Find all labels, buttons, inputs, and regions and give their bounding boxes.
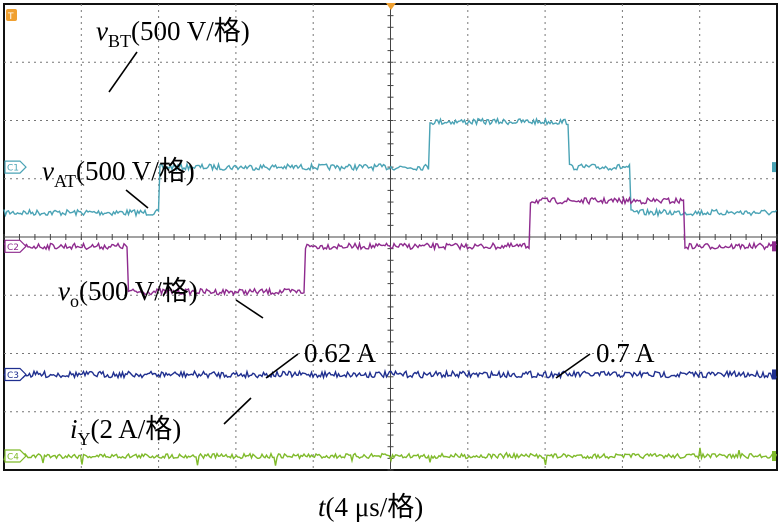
trigger-level-badge — [6, 9, 17, 21]
label-vo: vo(500 V/格) — [58, 276, 198, 311]
label-vat-sub: AT — [54, 171, 76, 191]
leader-iy — [223, 397, 252, 425]
leader-vbt — [108, 51, 138, 93]
channel-marker-shape — [4, 449, 27, 463]
scope-screen: C1 C2 C3 C4 T — [3, 3, 778, 471]
trigger-marker: T — [6, 3, 396, 22]
leader-vo — [235, 299, 264, 319]
channel-marker-shape — [4, 239, 27, 253]
label-vbt-scale: (500 V/格) — [131, 16, 250, 46]
trace-vAT-path — [3, 195, 777, 297]
channel-marker-C2: C2 — [4, 239, 776, 253]
trace-vo-path — [3, 368, 778, 380]
right-level-marker — [772, 241, 776, 252]
channel-markers: C1 C2 C3 C4 — [4, 160, 776, 463]
channel-marker-C3: C3 — [4, 367, 776, 382]
trace-vBT-path — [3, 116, 778, 219]
channel-marker-label: C4 — [7, 453, 19, 463]
label-vo-var: v — [58, 276, 70, 306]
label-vbt: vBT(500 V/格) — [96, 16, 250, 51]
x-axis-var: t — [318, 492, 327, 522]
channel-marker-C1: C1 — [4, 160, 776, 174]
label-vat-scale: (500 V/格) — [76, 156, 195, 186]
label-vbt-var: v — [96, 16, 108, 46]
label-leaders — [108, 51, 591, 425]
leader-062 — [265, 353, 299, 379]
trace-vBT — [3, 116, 778, 219]
leader-07 — [555, 353, 591, 379]
x-axis-label: t(4 μs/格) — [318, 492, 423, 522]
channel-marker-label: C1 — [7, 164, 19, 174]
channel-marker-label: C3 — [7, 371, 19, 381]
trace-vAT — [3, 195, 777, 297]
trigger-level-text: T — [7, 12, 14, 22]
channel-marker-shape — [4, 160, 27, 174]
channel-marker-shape — [4, 367, 27, 382]
label-iy-sub: Y — [78, 429, 91, 449]
label-vo-scale: (500 V/格) — [79, 276, 198, 306]
right-level-marker — [772, 162, 776, 173]
label-vat-var: v — [42, 156, 54, 186]
leader-vat — [125, 189, 149, 209]
label-vbt-sub: BT — [108, 31, 131, 51]
annotation-0-62a: 0.62 A — [304, 338, 377, 368]
traces — [3, 116, 778, 466]
label-iy: iY(2 A/格) — [70, 414, 181, 449]
trace-iY — [3, 447, 778, 466]
label-iy-scale: (2 A/格) — [91, 414, 182, 444]
channel-marker-C4: C4 — [4, 449, 776, 463]
trace-iY-path — [3, 447, 778, 466]
annotation-0-7a: 0.7 A — [596, 338, 655, 368]
label-vat: vAT(500 V/格) — [42, 156, 195, 191]
x-axis-scale: (4 μs/格) — [326, 492, 424, 522]
graticule — [3, 3, 778, 471]
right-level-marker — [772, 451, 776, 462]
right-level-marker — [772, 369, 776, 380]
trace-vo — [3, 368, 778, 380]
label-vo-sub: o — [70, 291, 79, 311]
channel-marker-label: C2 — [7, 243, 19, 253]
trigger-position-icon — [386, 3, 396, 10]
label-iy-var: i — [70, 414, 78, 444]
